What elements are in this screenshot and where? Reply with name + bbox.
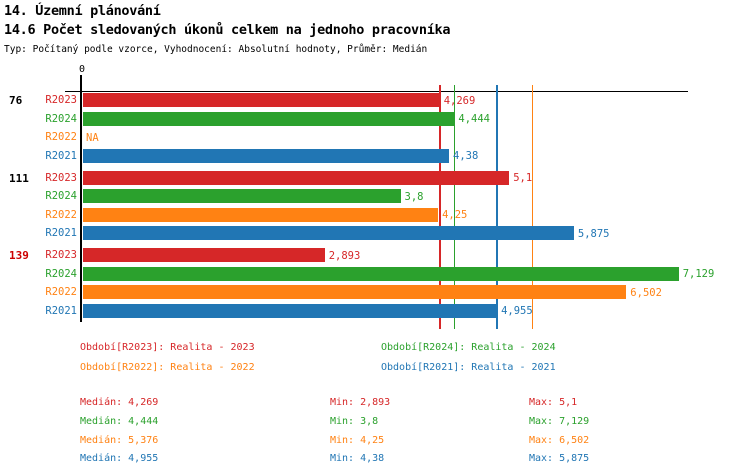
axis-line-horizontal [65,90,688,92]
row-label-R2022: R2022 [45,131,77,143]
bar-R2023-group-111 [83,170,510,185]
stat-median-R2024: Medián: 4,444 [80,416,159,427]
stat-min-R2022: Min: 4,25 [330,434,385,446]
chart-legend: Období[R2023]: Realita - 2023 Období[R202… [0,335,750,385]
bar-value-label: 7,129 [682,268,715,280]
bar-R2023-group-76 [83,93,440,107]
row-label-R2022: R2022 [45,286,77,298]
bar-value-label: 4,38 [453,150,479,162]
bar-R2024-group-139 [83,266,679,281]
page-title: 14. Územní plánování [4,3,161,19]
bar-value-label: 2,893 [328,249,361,262]
bar-chart: 0 76 R2023 4,269 R2024 4,444 R2022 NA R2021 4,38 1… [9,64,715,329]
group-label-76: 76 [9,94,23,107]
axis-zero-label: 0 [78,64,86,75]
median-line-R2023 [439,85,441,329]
stat-max-R2022: Max: 6,502 [529,434,590,446]
row-label-R2024: R2024 [45,112,77,125]
group-label-111: 111 [9,171,29,185]
bar-R2022-group-111 [83,207,439,222]
stat-max-R2024: Max: 7,129 [529,416,590,427]
row-label-R2024: R2024 [45,190,77,202]
bar-R2022-group-139 [83,285,627,299]
bar-R2024-group-76 [83,111,455,126]
bar-R2021-group-111 [83,226,574,240]
row-label-R2021: R2021 [45,227,77,239]
legend-item-R2024: Období[R2024]: Realita - 2024 [381,342,556,353]
bar-value-label: 4,269 [443,94,476,107]
stat-median-R2023: Medián: 4,269 [80,397,159,408]
stat-min-R2021: Min: 4,38 [330,453,385,464]
bar-value-label: 3,8 [404,190,424,203]
row-label-R2023: R2023 [45,249,77,261]
median-line-R2022 [531,85,533,329]
legend-item-R2023: Období[R2023]: Realita - 2023 [80,342,255,353]
stat-median-R2021: Medián: 4,955 [80,453,159,464]
row-label-R2022: R2022 [45,208,77,221]
bar-value-label: 4,444 [458,113,490,125]
row-label-R2024: R2024 [45,267,77,280]
stat-min-R2024: Min: 3,8 [330,416,379,427]
legend-item-R2021: Období[R2021]: Realita - 2021 [381,361,556,373]
stat-max-R2021: Max: 5,875 [529,453,590,464]
chart-stats: Medián: 4,269 Min: 2,893 Max: 5,1 Medián: 4… [0,390,750,476]
bar-value-label: 5,875 [577,227,610,240]
group-label-139: 139 [9,249,29,262]
bar-value-label: 6,502 [630,286,662,299]
bar-R2023-group-139 [83,248,325,262]
chart-title: 14.6 Počet sledovaných úkonů celkem na j… [4,22,451,38]
bar-na-label-R2022: NA [86,131,99,144]
bar-value-label: 5,1 [513,172,533,184]
bar-value-label: 4,955 [501,305,533,317]
row-label-R2023: R2023 [45,171,77,184]
median-line-R2024 [453,85,456,329]
stat-max-R2023: Max: 5,1 [529,397,578,408]
bar-R2021-group-139 [83,303,498,318]
axis-line-vertical [80,75,82,322]
bar-R2024-group-111 [83,189,401,203]
legend-item-R2022: Období[R2022]: Realita - 2022 [80,361,255,373]
chart-meta-line: Typ: Počítaný podle vzorce, Vyhodnocení:… [4,44,428,55]
stat-median-R2022: Medián: 5,376 [80,434,159,446]
row-label-R2021: R2021 [45,304,77,317]
row-label-R2023: R2023 [45,94,77,106]
stat-min-R2023: Min: 2,893 [330,397,391,408]
bar-value-label: 4,25 [442,209,468,221]
bar-R2021-group-76 [83,148,449,163]
row-label-R2021: R2021 [45,149,77,162]
median-line-R2021 [496,85,498,329]
